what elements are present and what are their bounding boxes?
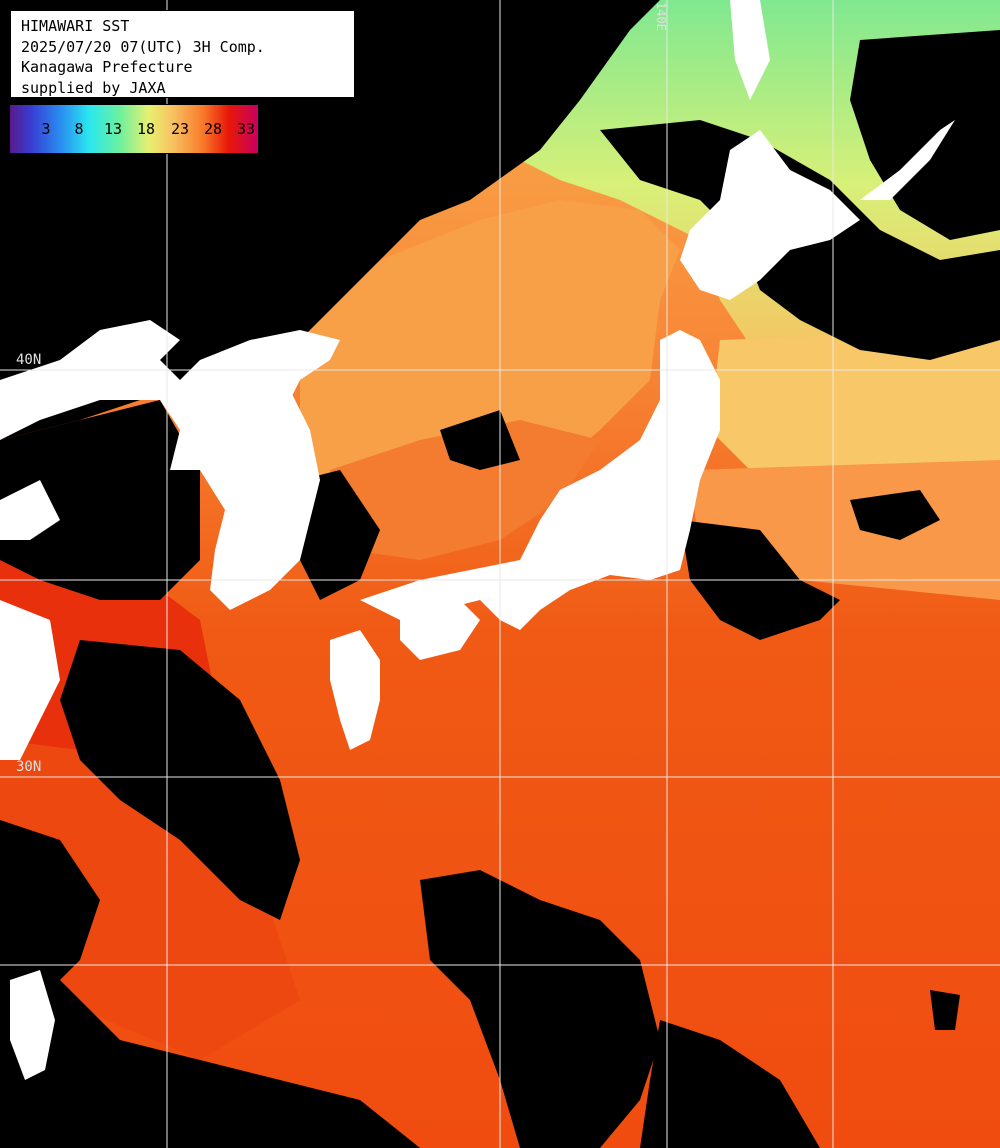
- land-hokkaido: [680, 130, 860, 300]
- land-taiwan: [10, 970, 55, 1080]
- grid-label-lon-140: 140E: [654, 2, 668, 31]
- info-box: HIMAWARI SST 2025/07/20 07(UTC) 3H Comp.…: [10, 10, 355, 98]
- legend-tick: 13: [103, 120, 123, 138]
- sea-of-japan-south: [330, 420, 600, 560]
- land-layer: [0, 0, 955, 1080]
- legend-tick: 33: [236, 120, 256, 138]
- land-sakhalin: [730, 0, 770, 100]
- legend-tick: 28: [203, 120, 223, 138]
- land-china-coast: [0, 480, 60, 540]
- legend-tick: 8: [74, 120, 84, 138]
- land-honshu: [360, 330, 720, 630]
- cloud-small-1: [930, 990, 960, 1030]
- region-name: Kanagawa Prefecture: [21, 58, 193, 76]
- cloud-korea-south: [300, 470, 380, 600]
- data-supplier: supplied by JAXA: [21, 78, 166, 97]
- legend-labels: 3 8 13 18 23 28 33: [10, 120, 258, 138]
- cloud-east-china-1: [60, 640, 300, 920]
- hot-east-china: [0, 740, 300, 1060]
- land-kuril: [860, 120, 955, 200]
- grid-label-lat-40: 40N: [16, 352, 42, 368]
- land-korean-peninsula: [180, 380, 320, 610]
- legend-tick: 18: [136, 120, 156, 138]
- land-shandong: [0, 600, 60, 760]
- grid-label-lat-30: 30N: [16, 759, 42, 775]
- cloud-south-left: [0, 980, 420, 1148]
- land-kyushu: [330, 630, 380, 750]
- observation-datetime: 2025/07/20 07(UTC) 3H Comp.: [21, 37, 265, 56]
- temperature-legend: 3 8 13 18 23 28 33: [9, 104, 259, 154]
- legend-tick: 23: [170, 120, 190, 138]
- cloud-east-china-2: [0, 820, 100, 1000]
- cloud-small-2: [400, 128, 430, 165]
- product-title: HIMAWARI SST: [21, 17, 130, 35]
- legend-tick: 3: [41, 120, 51, 138]
- land-noto: [560, 480, 580, 510]
- cloud-south-right: [640, 1020, 820, 1148]
- cloud-pacific-far: [850, 490, 940, 540]
- cloud-korea-west: [0, 400, 200, 600]
- cloud-south-center: [420, 870, 660, 1148]
